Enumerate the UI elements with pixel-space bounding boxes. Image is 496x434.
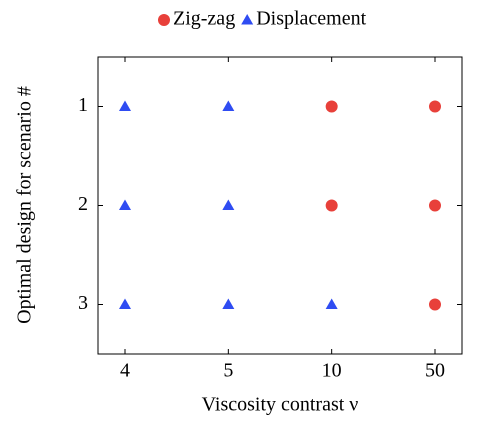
point (325, 298, 338, 309)
point (429, 298, 441, 311)
legend-marker (241, 14, 254, 25)
point (222, 199, 235, 210)
point (119, 100, 131, 111)
point (119, 298, 131, 309)
point (429, 199, 441, 212)
point (222, 100, 235, 111)
y-tick-label: 1 (78, 94, 88, 116)
x-tick-label: 4 (120, 360, 130, 382)
point (119, 199, 131, 210)
x-axis-label: Viscosity contrast ν (202, 394, 359, 416)
legend-marker (158, 14, 170, 26)
point (222, 298, 235, 309)
legend-label: Zig-zag (173, 8, 235, 30)
x-tick-label: 50 (425, 360, 445, 382)
point (429, 100, 441, 113)
y-tick-label: 3 (78, 292, 88, 314)
y-axis-label: Optimal design for scenario # (14, 86, 36, 324)
point (325, 199, 338, 212)
x-tick-label: 5 (223, 360, 233, 382)
y-tick-label: 2 (78, 193, 88, 215)
plot-frame (97, 56, 463, 355)
point (325, 100, 338, 113)
x-tick-label: 10 (322, 360, 342, 382)
legend-label: Displacement (256, 8, 366, 30)
